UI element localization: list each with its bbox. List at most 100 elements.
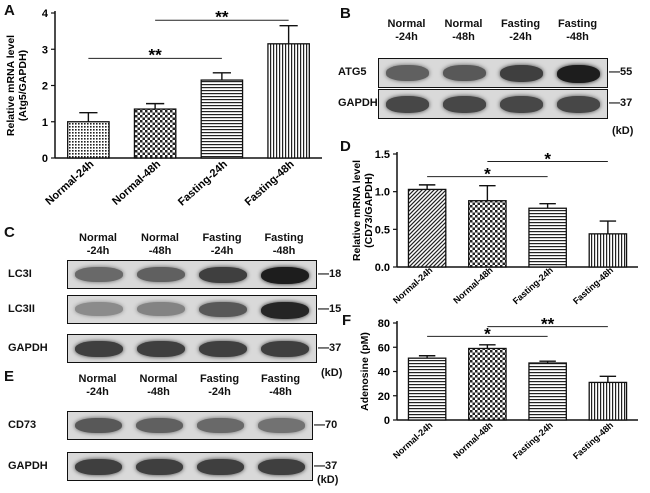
bar xyxy=(528,362,567,421)
y-axis-label-2: (CD73/GAPDH) xyxy=(363,173,375,248)
blot-protein-label: LC3I xyxy=(8,267,32,280)
y-tick-label: 0.5 xyxy=(375,224,390,236)
blot-band xyxy=(137,301,185,316)
bar xyxy=(407,357,447,421)
blot-protein-label: ATG5 xyxy=(338,66,367,78)
significance-marker: ** xyxy=(215,7,229,26)
significance-marker: * xyxy=(484,165,491,184)
blot-protein-label: GAPDH xyxy=(8,341,48,354)
bar xyxy=(67,121,110,159)
x-tick-label: Fasting-24h xyxy=(511,265,555,306)
blot-band xyxy=(385,65,430,81)
blot-lane-label: Normal -24h xyxy=(79,232,117,257)
blot-marker-label: —70 xyxy=(314,418,338,431)
blot-lane-label: Normal -48h xyxy=(139,373,178,398)
significance-marker: ** xyxy=(541,315,555,334)
y-axis-label: Relative mRNA level xyxy=(351,160,363,261)
panel-letter-e: E xyxy=(4,368,15,385)
y-tick-label: 0.0 xyxy=(375,262,390,274)
blot-marker-label: —18 xyxy=(318,267,342,280)
blot-band xyxy=(499,96,544,113)
blot-strip xyxy=(67,260,317,289)
x-tick-label: Normal-48h xyxy=(451,265,494,306)
blot-band xyxy=(261,340,309,358)
blot-band xyxy=(197,417,244,433)
blot-lane-label: Fasting -48h xyxy=(557,18,598,43)
blot-protein-label: CD73 xyxy=(8,418,37,431)
y-tick-label: 1 xyxy=(42,117,48,129)
blot-band xyxy=(199,301,247,318)
blot-band xyxy=(199,340,247,358)
x-tick-label: Normal-24h xyxy=(391,420,434,461)
y-tick-label: 80 xyxy=(378,318,390,330)
blot-band xyxy=(75,340,123,358)
chart-a: 0 1 2 3 4 Relative mRNA level (Atg5/GAPDH) Norm… xyxy=(5,7,322,209)
blot-protein-label: LC3II xyxy=(8,302,35,315)
blot-band xyxy=(261,301,309,319)
x-tick-label: Fasting-48h xyxy=(243,158,297,208)
blot-protein-label: GAPDH xyxy=(338,97,378,109)
blot-marker-label: —37 xyxy=(609,97,633,109)
blot-strip xyxy=(378,58,608,88)
bar xyxy=(588,233,628,268)
x-tick-label: Normal-24h xyxy=(391,265,434,306)
bar xyxy=(468,347,507,421)
y-axis-label-2: (Atg5/GAPDH) xyxy=(17,50,29,121)
blot-lane-label: Normal -24h xyxy=(387,18,426,43)
x-tick-label: Normal-48h xyxy=(110,158,163,208)
x-tick-label: Fasting-48h xyxy=(571,265,615,306)
bar xyxy=(468,200,507,268)
significance-marker: ** xyxy=(149,45,163,64)
panel-letter-f: F xyxy=(342,312,352,329)
significance-marker: * xyxy=(484,324,491,343)
blot-band xyxy=(137,340,185,358)
y-tick-label: 0 xyxy=(384,415,390,427)
blot-band xyxy=(197,458,244,476)
x-tick-label: Fasting-48h xyxy=(571,420,615,461)
y-tick-label: 3 xyxy=(42,44,48,56)
blot-lane-label: Normal -48h xyxy=(141,232,179,257)
bar xyxy=(267,43,310,159)
blot-band xyxy=(499,65,544,82)
blot-protein-label: GAPDH xyxy=(8,459,48,472)
bar xyxy=(200,79,244,159)
significance-marker: * xyxy=(544,150,551,169)
blot-band xyxy=(556,96,601,113)
blot-lane-label: Fasting -24h xyxy=(199,373,240,398)
blot-band xyxy=(258,458,305,476)
y-tick-label: 4 xyxy=(42,8,49,20)
y-tick-label: 60 xyxy=(378,342,390,354)
blot-band xyxy=(261,266,309,285)
panel-letter-c: C xyxy=(4,224,15,241)
panel-letter-d: D xyxy=(340,138,351,155)
blot-band xyxy=(75,301,123,316)
blot-lane-label: Fasting -24h xyxy=(500,18,541,43)
blot-strip xyxy=(67,295,317,324)
blot-band xyxy=(385,96,430,113)
blot-strip xyxy=(67,411,313,440)
blot-lane-label: Fasting -48h xyxy=(260,373,301,398)
blot-lane-label: Fasting -24h xyxy=(202,232,242,257)
y-axis-label: Adenosine (pM) xyxy=(359,332,371,411)
blot-marker-label: —55 xyxy=(609,66,633,78)
y-tick-label: 1.5 xyxy=(375,149,390,161)
blot-band xyxy=(137,266,185,283)
chart-f: 0 20 40 60 80 Adenosine (pM) Normal-24h Normal-… xyxy=(359,315,638,461)
x-tick-label: Fasting-24h xyxy=(511,420,555,461)
blot-band xyxy=(75,417,122,434)
bar xyxy=(528,207,567,268)
blot-marker-label: —15 xyxy=(318,302,342,315)
blot-strip xyxy=(67,334,317,363)
y-tick-label: 40 xyxy=(378,367,390,379)
bar xyxy=(588,381,628,421)
y-tick-label: 0 xyxy=(42,153,48,165)
x-tick-label: Fasting-24h xyxy=(176,158,230,208)
y-tick-label: 20 xyxy=(378,391,390,403)
blot-marker-label: —37 xyxy=(318,341,342,354)
blot-kd-unit: (kD) xyxy=(317,474,339,486)
panel-letter-b: B xyxy=(340,5,351,22)
blot-strip xyxy=(67,452,313,481)
y-axis-label: Relative mRNA level xyxy=(5,35,17,136)
blot-band xyxy=(75,458,122,476)
